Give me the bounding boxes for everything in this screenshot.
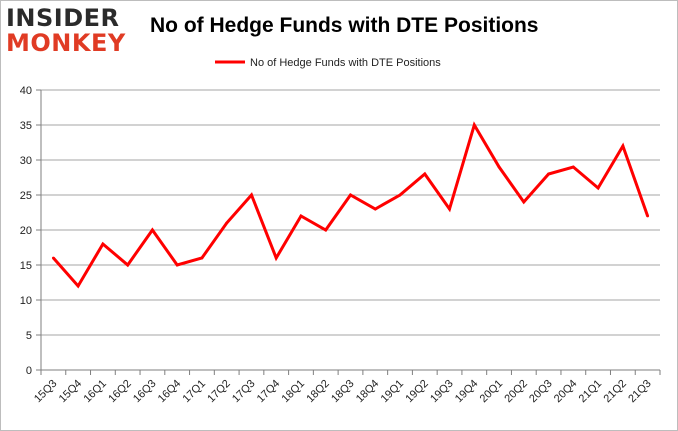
x-tick-label: 19Q1 — [379, 378, 407, 406]
x-tick-label: 21Q3 — [626, 378, 654, 406]
x-tick-label: 21Q1 — [577, 378, 605, 406]
data-point — [126, 263, 130, 267]
legend: No of Hedge Funds with DTE Positions — [215, 57, 441, 69]
legend-label: No of Hedge Funds with DTE Positions — [250, 57, 441, 69]
x-tick-label: 17Q3 — [230, 378, 258, 406]
data-point — [423, 172, 427, 176]
data-point — [349, 193, 352, 197]
x-tick-label: 16Q3 — [131, 378, 159, 406]
data-point — [497, 165, 501, 169]
data-point — [225, 221, 229, 225]
data-point — [299, 214, 303, 218]
y-tick-label: 30 — [20, 155, 32, 167]
chart-title: No of Hedge Funds with DTE Positions — [150, 14, 539, 37]
y-axis-ticks: 0 5 10 15 20 25 30 35 40 — [20, 85, 41, 377]
data-point — [448, 207, 451, 211]
x-tick-label: 17Q1 — [181, 378, 209, 406]
x-tick-label: 20Q4 — [552, 378, 580, 406]
data-point — [175, 263, 179, 267]
x-tick-label: 17Q2 — [205, 378, 233, 406]
data-point — [200, 256, 204, 260]
gridlines — [40, 89, 660, 371]
x-tick-label: 18Q1 — [280, 378, 308, 406]
data-point — [596, 186, 600, 190]
x-tick-label: 18Q2 — [304, 378, 332, 406]
y-tick-label: 35 — [20, 120, 32, 132]
x-tick-label: 17Q4 — [255, 378, 283, 406]
data-point — [522, 200, 526, 204]
data-point — [51, 256, 55, 260]
x-tick-label: 20Q2 — [502, 378, 530, 406]
data-point — [472, 123, 476, 127]
y-tick-label: 25 — [20, 190, 32, 202]
data-point — [324, 228, 328, 232]
series-layer — [51, 121, 650, 289]
data-point — [76, 284, 80, 288]
data-point — [646, 214, 650, 218]
y-tick-label: 20 — [20, 225, 32, 237]
x-tick-label: 15Q3 — [32, 378, 60, 406]
x-tick-label: 18Q4 — [354, 378, 382, 406]
x-tick-label: 15Q4 — [57, 378, 85, 406]
data-point — [547, 172, 550, 176]
y-tick-label: 0 — [26, 365, 32, 377]
y-tick-label: 15 — [20, 260, 32, 272]
logo-line-2: MONKEY — [6, 29, 126, 57]
logo-line-1: INSIDER — [6, 4, 120, 32]
insider-monkey-logo: INSIDER MONKEY — [6, 6, 128, 55]
y-tick-label: 40 — [20, 85, 32, 97]
data-point — [101, 242, 105, 246]
data-point — [250, 193, 253, 197]
y-tick-label: 10 — [20, 295, 32, 307]
x-tick-label: 20Q3 — [527, 378, 555, 406]
series-line — [52, 121, 650, 289]
data-point — [398, 193, 402, 197]
data-point — [151, 228, 154, 232]
x-tick-label: 19Q3 — [428, 378, 456, 406]
data-point — [621, 144, 625, 148]
x-tick-label: 16Q2 — [106, 378, 134, 406]
x-tick-label: 19Q2 — [403, 378, 431, 406]
x-tick-label: 19Q4 — [453, 378, 481, 406]
x-tick-label: 21Q2 — [601, 378, 629, 406]
x-tick-label: 18Q3 — [329, 378, 357, 406]
data-point — [571, 165, 575, 169]
x-tick-label: 16Q1 — [81, 378, 109, 406]
y-tick-label: 5 — [26, 330, 32, 342]
x-tick-label: 16Q4 — [156, 378, 184, 406]
x-axis-ticks: 15Q315Q416Q116Q216Q316Q417Q117Q217Q317Q4… — [32, 370, 661, 406]
data-point — [373, 207, 377, 211]
data-point — [274, 256, 278, 260]
x-tick-label: 20Q1 — [478, 378, 506, 406]
